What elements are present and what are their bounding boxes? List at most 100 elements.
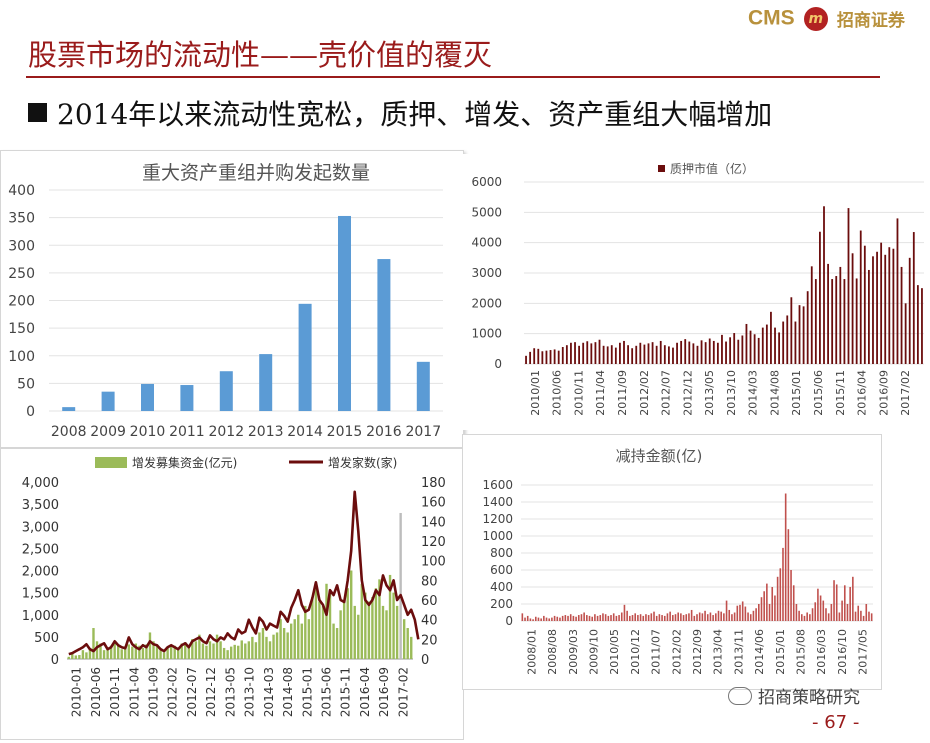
bar xyxy=(298,303,312,411)
bar xyxy=(307,619,311,659)
bar xyxy=(575,616,577,621)
bar xyxy=(541,351,544,364)
x-tick-label: 2017/05 xyxy=(857,629,870,675)
bar xyxy=(629,615,631,621)
bar xyxy=(392,592,395,659)
bar xyxy=(141,647,145,659)
bar xyxy=(586,615,588,621)
bar xyxy=(148,632,152,659)
bar xyxy=(138,645,141,659)
legend-label-line: 增发家数(家) xyxy=(328,455,397,470)
bar xyxy=(559,617,561,621)
bar xyxy=(623,604,626,621)
bar xyxy=(78,655,81,659)
bar xyxy=(857,605,860,621)
y-left-tick-label: 1,500 xyxy=(22,587,59,602)
bar xyxy=(674,614,677,621)
bar xyxy=(402,619,406,659)
x-tick-label: 2013/04 xyxy=(712,629,725,675)
bar xyxy=(229,646,233,659)
x-tick-label: 2014/08 xyxy=(768,370,781,416)
bar xyxy=(790,570,792,621)
x-tick-label: 2009/03 xyxy=(567,629,580,675)
bar xyxy=(265,636,268,659)
x-tick-label: 2016/09 xyxy=(877,370,890,416)
bar xyxy=(731,614,733,621)
bar xyxy=(127,644,130,659)
bar xyxy=(67,656,70,659)
x-tick-label: 2012-02 xyxy=(166,667,180,717)
bar xyxy=(666,613,669,621)
bar xyxy=(95,641,99,659)
bar xyxy=(81,650,85,659)
bar xyxy=(159,650,162,659)
x-tick-label: 2016-09 xyxy=(377,667,391,717)
bar xyxy=(561,615,564,621)
chart-reduction: 减持金额(亿) 0 200 400 600 800 1000 1200 1400 1600 2008… xyxy=(482,447,873,675)
x-tick-label: 2013-10 xyxy=(243,667,257,717)
y-tick-label: 250 xyxy=(8,266,35,282)
bar xyxy=(537,617,540,621)
bar xyxy=(645,614,647,621)
bar xyxy=(835,584,838,621)
bar xyxy=(753,334,756,364)
bar xyxy=(643,344,646,364)
y-right-tick-label: 180 xyxy=(421,476,446,491)
bar xyxy=(637,615,639,621)
bar xyxy=(572,615,575,621)
y-tick-label: 1200 xyxy=(482,512,513,526)
title-divider xyxy=(26,76,880,78)
bar xyxy=(304,605,307,659)
bar xyxy=(862,615,865,621)
y-tick-label: 400 xyxy=(490,580,513,594)
bar xyxy=(830,604,833,621)
bar xyxy=(716,342,719,364)
bar xyxy=(574,342,576,364)
x-tick-label: 2016/04 xyxy=(856,370,869,416)
x-tick-label: 2012-12 xyxy=(204,667,218,717)
bar xyxy=(908,257,911,364)
bar xyxy=(667,346,670,364)
bar xyxy=(416,361,430,411)
bar xyxy=(300,623,303,659)
wechat-account: 招商策略研究 xyxy=(728,683,860,708)
bar xyxy=(410,636,413,659)
bar xyxy=(663,345,666,364)
bar xyxy=(357,614,360,659)
bar xyxy=(569,614,572,621)
chart-placement-panel: 增发募集资金(亿元) 增发家数(家) 0 500 1,000 1,500 2,000 2,50… xyxy=(0,448,464,740)
bar xyxy=(680,340,683,364)
bar xyxy=(71,653,74,659)
bar xyxy=(688,613,690,621)
y-left-tick-label: 2,500 xyxy=(22,542,59,557)
bar xyxy=(62,407,76,411)
page-number: - 67 - xyxy=(812,712,860,733)
bar xyxy=(896,218,899,364)
bar xyxy=(602,613,604,621)
bar xyxy=(388,574,392,659)
bar xyxy=(570,342,572,364)
x-tick-label: 2015/01 xyxy=(790,370,803,416)
bar xyxy=(701,613,704,621)
bar xyxy=(782,321,785,364)
bar xyxy=(747,612,749,621)
bar xyxy=(338,215,351,411)
bar xyxy=(892,248,895,364)
bar xyxy=(745,323,748,364)
bar xyxy=(540,618,542,621)
bar xyxy=(795,604,798,621)
x-tick-label: 2011/04 xyxy=(594,370,607,416)
bar xyxy=(74,655,78,659)
y-tick-label: 6000 xyxy=(471,175,502,189)
bar xyxy=(733,612,736,621)
bar xyxy=(704,610,706,621)
chart-restructuring-panel: 重大资产重组并购发起数量 0 50 100 150 200 250 300 350 400 2008… xyxy=(0,150,464,448)
bar xyxy=(596,615,599,621)
bar xyxy=(855,278,858,364)
bar xyxy=(725,600,728,621)
bar xyxy=(768,604,771,621)
bar xyxy=(720,611,722,621)
chart-restructuring: 重大资产重组并购发起数量 0 50 100 150 200 250 300 350 400 2008… xyxy=(8,162,443,440)
bar xyxy=(594,342,597,364)
bar xyxy=(712,615,714,621)
